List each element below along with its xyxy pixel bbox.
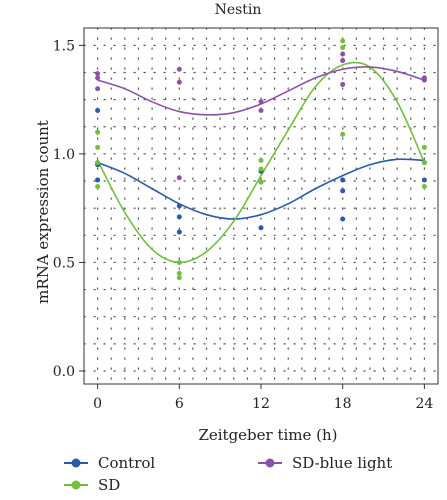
legend-marker-2 xyxy=(265,458,275,468)
legend-label-2: SD-blue light xyxy=(292,454,392,472)
data-point-1 xyxy=(421,144,427,150)
y-tick-label: 0.0 xyxy=(53,364,75,380)
data-point-1 xyxy=(340,45,346,51)
data-point-2 xyxy=(95,86,101,92)
legend-label-1: SD xyxy=(98,476,120,494)
data-point-0 xyxy=(95,107,101,113)
data-point-0 xyxy=(95,177,101,183)
fit-line-0 xyxy=(97,158,425,220)
data-point-1 xyxy=(176,270,182,276)
data-point-1 xyxy=(340,131,346,137)
data-point-2 xyxy=(258,99,264,105)
y-axis-label: mRNA expression count xyxy=(34,120,52,304)
data-point-1 xyxy=(176,259,182,265)
data-point-2 xyxy=(176,79,182,85)
data-point-1 xyxy=(340,38,346,44)
data-point-1 xyxy=(421,183,427,189)
data-point-2 xyxy=(258,107,264,113)
data-point-2 xyxy=(176,175,182,181)
legend-marker-1 xyxy=(71,480,81,490)
data-point-2 xyxy=(421,77,427,83)
axes: 0 6 12 18 24 0.0 0.5 1.0 1.5 xyxy=(53,27,439,412)
data-point-2 xyxy=(176,66,182,72)
data-point-1 xyxy=(421,160,427,166)
legend: Control SD SD-blue light xyxy=(64,454,392,494)
legend-marker-0 xyxy=(71,458,81,468)
x-tick-label: 0 xyxy=(93,396,102,412)
x-tick-label: 12 xyxy=(252,396,270,412)
data-point-1 xyxy=(258,179,264,185)
x-tick-label: 24 xyxy=(415,396,433,412)
plot-background xyxy=(84,28,438,384)
data-point-0 xyxy=(176,203,182,209)
data-point-0 xyxy=(176,229,182,235)
x-axis-label: Zeitgeber time (h) xyxy=(198,426,337,444)
data-point-2 xyxy=(340,58,346,64)
chart-title: Nestin xyxy=(215,2,262,18)
data-point-2 xyxy=(95,71,101,77)
data-point-1 xyxy=(258,157,264,163)
data-point-0 xyxy=(340,188,346,194)
data-points xyxy=(95,38,427,281)
data-point-1 xyxy=(95,129,101,135)
data-point-1 xyxy=(95,144,101,150)
y-tick-label: 0.5 xyxy=(53,255,75,271)
data-point-1 xyxy=(95,160,101,166)
data-point-1 xyxy=(95,183,101,189)
data-point-2 xyxy=(95,75,101,81)
data-point-2 xyxy=(340,51,346,57)
data-point-1 xyxy=(258,166,264,172)
data-point-1 xyxy=(176,275,182,281)
y-tick-label: 1.0 xyxy=(53,147,75,163)
data-point-0 xyxy=(421,177,427,183)
x-tick-label: 6 xyxy=(175,396,184,412)
data-point-0 xyxy=(176,214,182,220)
data-point-0 xyxy=(340,216,346,222)
data-point-0 xyxy=(258,225,264,231)
plot-area xyxy=(84,28,438,384)
data-point-0 xyxy=(340,177,346,183)
y-tick-label: 1.5 xyxy=(53,38,75,54)
x-tick-label: 18 xyxy=(334,396,352,412)
legend-label-0: Control xyxy=(98,454,155,472)
data-point-2 xyxy=(340,81,346,87)
